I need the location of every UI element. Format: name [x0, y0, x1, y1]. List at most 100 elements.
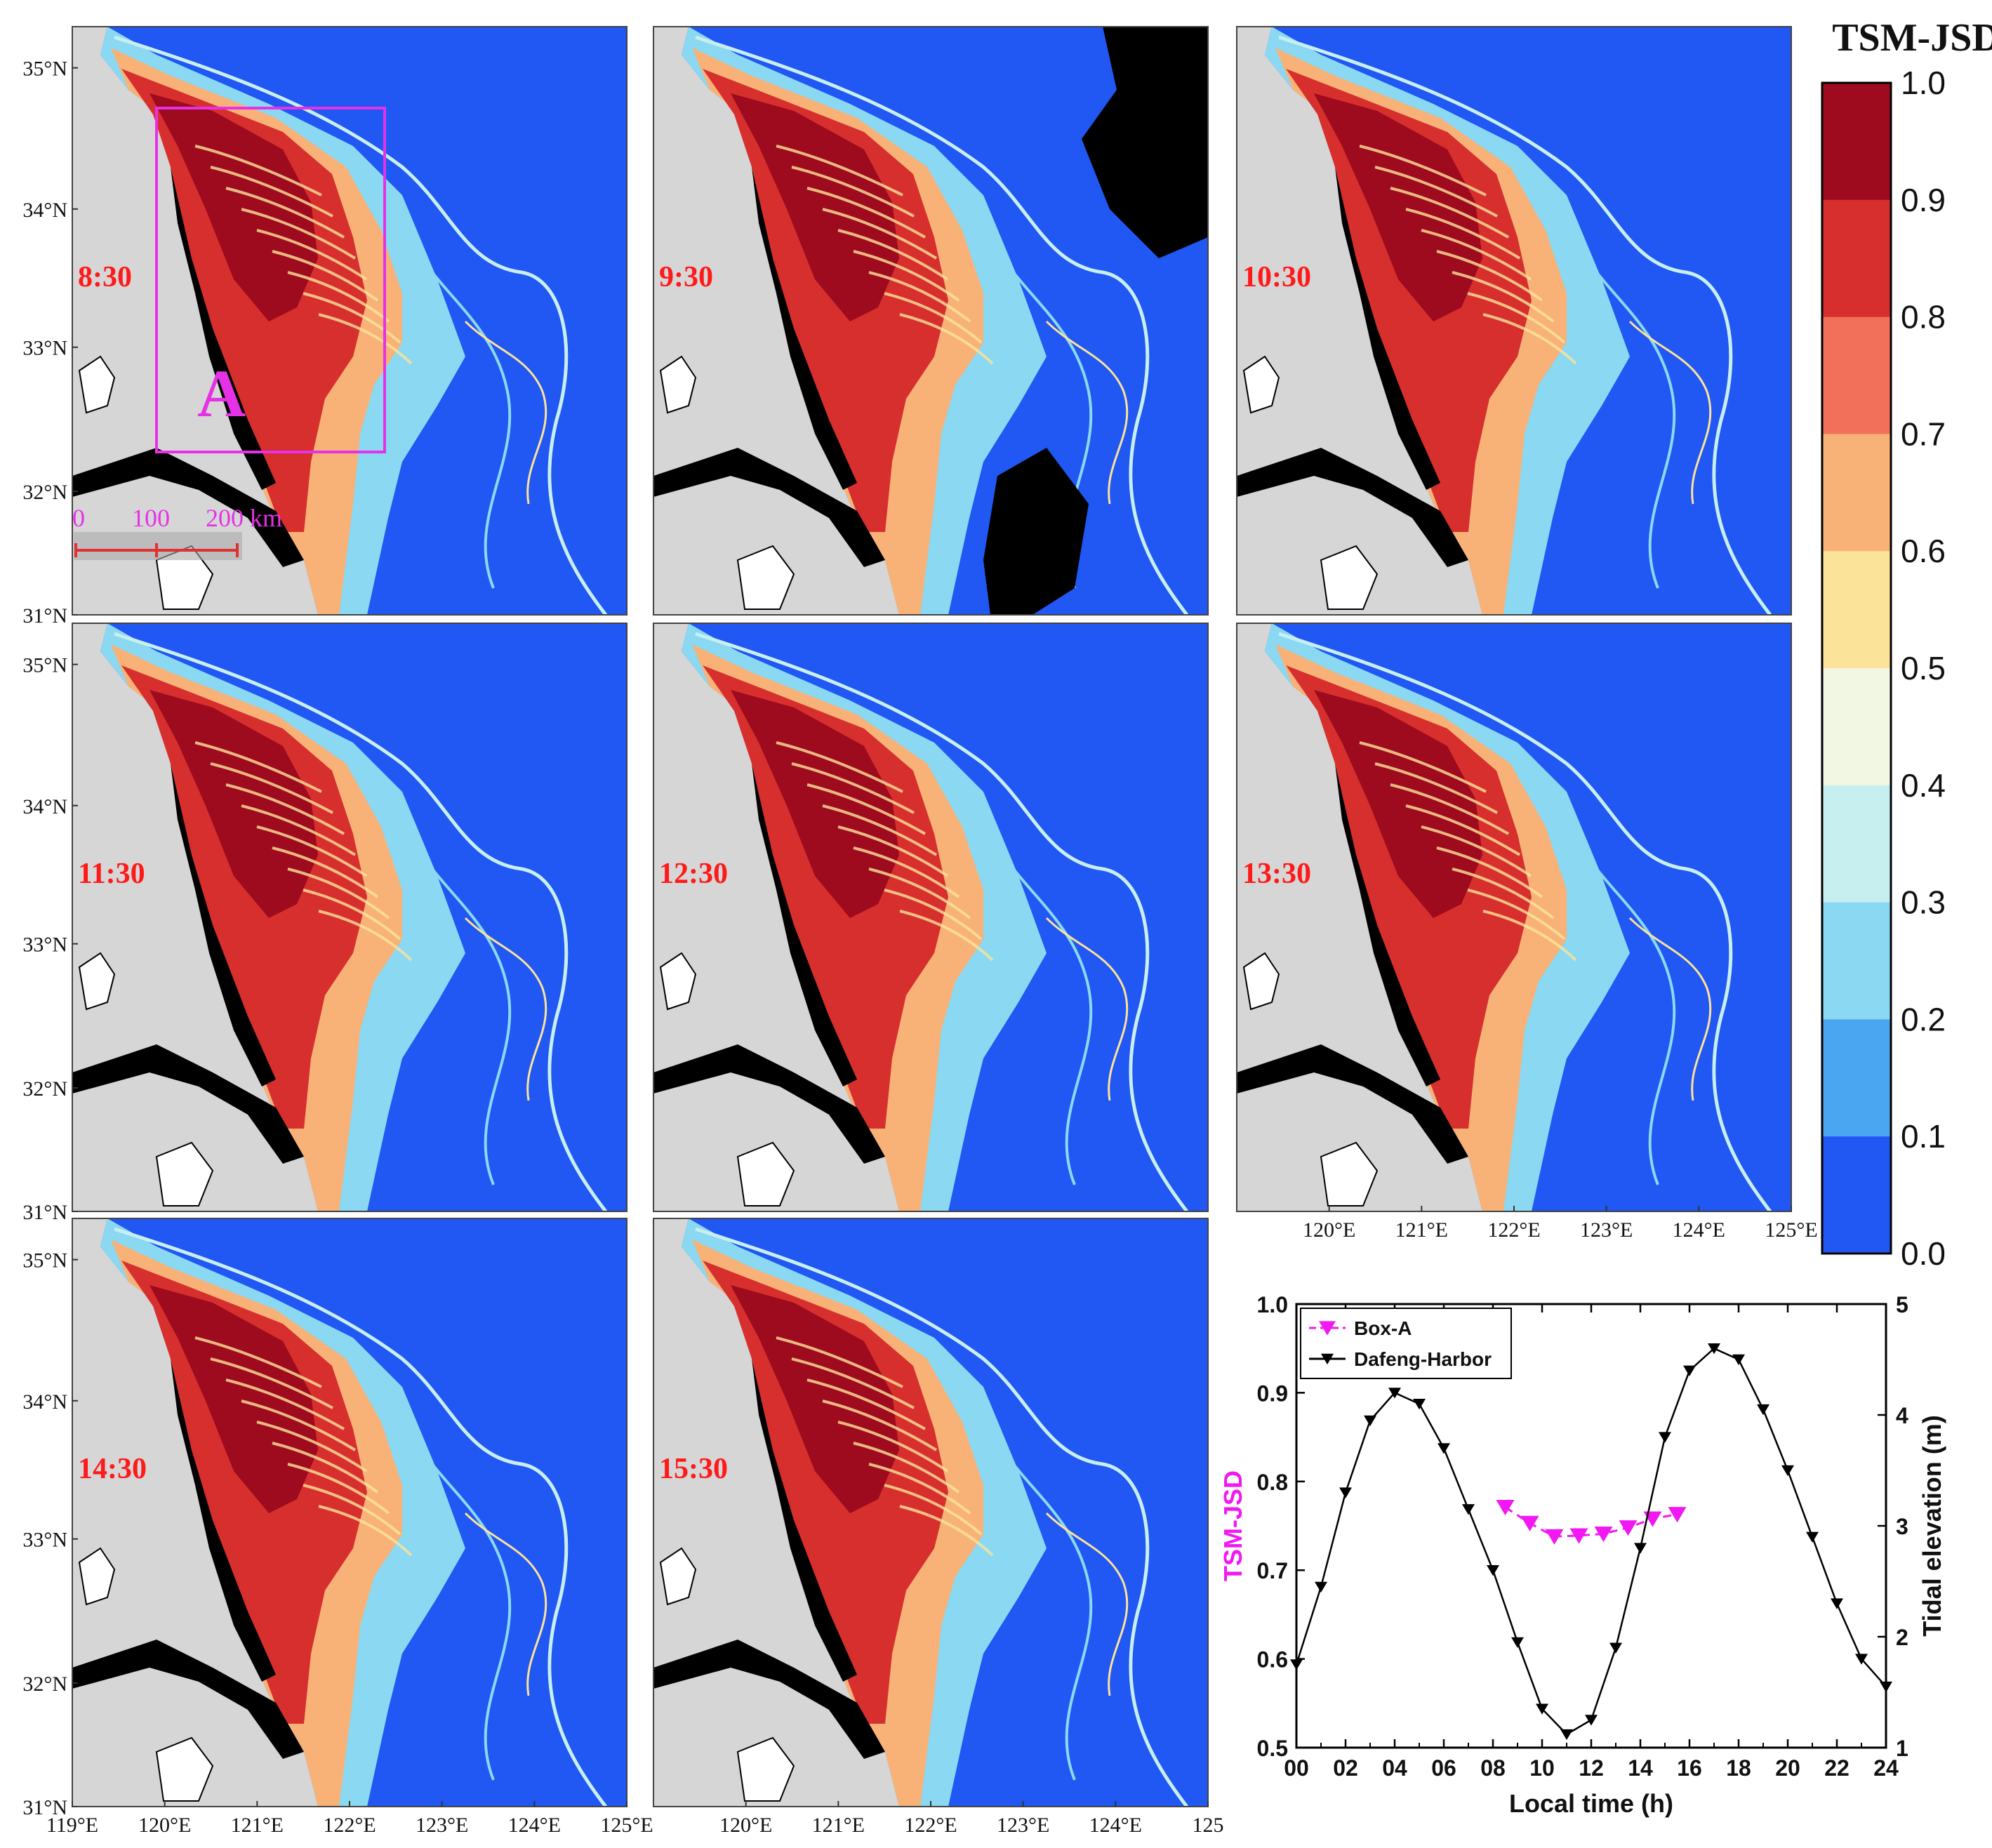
- turbidity-contours: [695, 632, 1188, 1211]
- data-point: [1339, 1487, 1352, 1498]
- lat-tick-label: 32°N: [22, 1077, 67, 1101]
- box-a-label: A: [197, 356, 246, 431]
- lon-tick-label: 123°E: [416, 1814, 468, 1837]
- data-point: [1594, 1526, 1613, 1543]
- data-point: [1806, 1531, 1819, 1543]
- lon-tick-label: 119°E: [46, 1814, 98, 1837]
- y-left-tick-label: 0.6: [1257, 1647, 1288, 1673]
- estuary: [1237, 1044, 1468, 1164]
- map-frame: [72, 623, 628, 1212]
- x-tick-label: 20: [1775, 1755, 1800, 1781]
- plume-core: [121, 1261, 367, 1724]
- colorbar-swatch: [1822, 1019, 1891, 1137]
- legend-marker: [1319, 1321, 1336, 1336]
- lat-tick-label: 33°N: [22, 337, 67, 360]
- tidal-ridges: [194, 741, 413, 962]
- colorbar-swatch: [1822, 902, 1891, 1020]
- colorbar-tick-label: 0.9: [1901, 182, 1946, 218]
- lon-tick-label: 125°E: [1765, 1218, 1817, 1242]
- map-panel: 10:30: [1236, 26, 1792, 616]
- lon-tick-label: 122°E: [904, 1814, 957, 1837]
- x-tick-label: 22: [1824, 1755, 1850, 1781]
- lat-tick-label: 31°N: [22, 604, 67, 627]
- estuary: [72, 1640, 304, 1759]
- scale-bar-label: 0: [72, 504, 85, 532]
- legend-label: Dafeng-Harbor: [1354, 1348, 1492, 1370]
- y-left-tick-label: 0.5: [1257, 1736, 1288, 1761]
- x-tick-label: 24: [1873, 1755, 1899, 1781]
- map-panel: 14:30: [72, 1218, 628, 1807]
- map-frame: [72, 26, 628, 616]
- y-right-tick-label: 1: [1896, 1736, 1908, 1761]
- lat-tick-label: 35°N: [22, 654, 67, 677]
- lon-tick-label: 123°E: [997, 1814, 1049, 1837]
- map-axis-labels: 35°N 34°N 33°N 32°N 31°N 35°N 34°N 33°N 32°N 31°N…: [22, 58, 1817, 1837]
- x-tick-label: 12: [1579, 1755, 1604, 1781]
- lon-tick-label: 121°E: [812, 1814, 865, 1837]
- lon-tick-label: 124°E: [508, 1814, 561, 1837]
- estuary: [72, 1044, 304, 1164]
- y-left-tick-label: 0.7: [1257, 1558, 1288, 1583]
- lat-tick-label: 33°N: [22, 933, 67, 957]
- series-dafeng-harbor: [1290, 1343, 1892, 1741]
- time-series-chart: 00 02 04 06 08 10 12 14 16 18 20 22 240.50.60.70.80.…: [1219, 1292, 1946, 1818]
- colorbar-tick-label: 0.1: [1901, 1118, 1946, 1155]
- estuary: [653, 448, 885, 567]
- tidal-ridges: [1359, 145, 1577, 365]
- colorbar-tick-label: 0.2: [1901, 1001, 1946, 1037]
- series-line: [1504, 1506, 1678, 1538]
- tidal-ridges: [194, 145, 413, 365]
- colorbar-tick-label: 0.7: [1901, 416, 1946, 452]
- plume-core: [1286, 665, 1532, 1129]
- lon-tick-label: 121°E: [231, 1814, 284, 1837]
- plume-core-dark: [731, 93, 899, 321]
- colorbar-swatch: [1822, 551, 1891, 669]
- data-point: [1413, 1399, 1426, 1410]
- plume-core: [703, 69, 948, 532]
- tidal-ridges: [776, 1336, 994, 1557]
- data-point: [1462, 1504, 1475, 1515]
- colorbar-swatch: [1822, 1136, 1891, 1254]
- lon-tick-label: 124°E: [1089, 1814, 1142, 1837]
- y-right-tick-label: 4: [1896, 1403, 1908, 1428]
- plume-core: [121, 69, 367, 532]
- data-point: [1536, 1703, 1548, 1715]
- panel-time-label: 13:30: [1242, 858, 1311, 890]
- data-point: [1437, 1443, 1450, 1454]
- plume-core: [703, 1261, 948, 1724]
- panel-time-label: 9:30: [659, 261, 713, 293]
- data-point: [1364, 1415, 1376, 1426]
- data-point: [1569, 1528, 1588, 1544]
- x-tick-label: 04: [1382, 1755, 1407, 1781]
- estuary: [653, 1640, 885, 1759]
- data-point: [1732, 1354, 1745, 1366]
- data-point: [1511, 1637, 1524, 1648]
- legend: Box-A Dafeng-Harbor: [1300, 1308, 1512, 1379]
- data-point: [1496, 1500, 1515, 1516]
- estuary: [72, 448, 304, 567]
- y-left-tick-label: 1.0: [1257, 1292, 1288, 1317]
- map-panel: 15:30: [653, 1218, 1209, 1807]
- plume-core-dark: [731, 690, 899, 918]
- lat-tick-label: 33°N: [22, 1529, 67, 1552]
- data-point: [1487, 1565, 1499, 1576]
- data-point: [1585, 1715, 1598, 1726]
- lon-tick-label: 125: [1193, 1814, 1224, 1837]
- colorbar-tick-label: 0.3: [1901, 884, 1946, 921]
- map-frame: [653, 623, 1209, 1212]
- panel-time-label: 10:30: [1242, 261, 1311, 293]
- y-right-tick-label: 2: [1896, 1625, 1908, 1650]
- y-right-tick-label: 5: [1896, 1292, 1908, 1317]
- colorbar-swatch: [1822, 668, 1891, 786]
- colorbar: TSM-JSD 1.0 0.9 0.8 0.7 0.6 0.5 0.4 0.3 0.2 0.1 0.…: [1821, 16, 1992, 1272]
- turbidity-contours: [114, 35, 607, 615]
- y-right-axis-label: Tidal elevation (m): [1918, 1415, 1946, 1636]
- colorbar-tick-label: 0.6: [1901, 533, 1946, 569]
- tidal-ridges: [194, 1336, 413, 1557]
- lon-tick-label: 120°E: [719, 1814, 772, 1837]
- x-tick-label: 18: [1726, 1755, 1751, 1781]
- colorbar-title: TSM-JSD: [1832, 16, 1992, 60]
- data-point: [1855, 1654, 1868, 1665]
- x-axis-label: Local time (h): [1509, 1789, 1673, 1818]
